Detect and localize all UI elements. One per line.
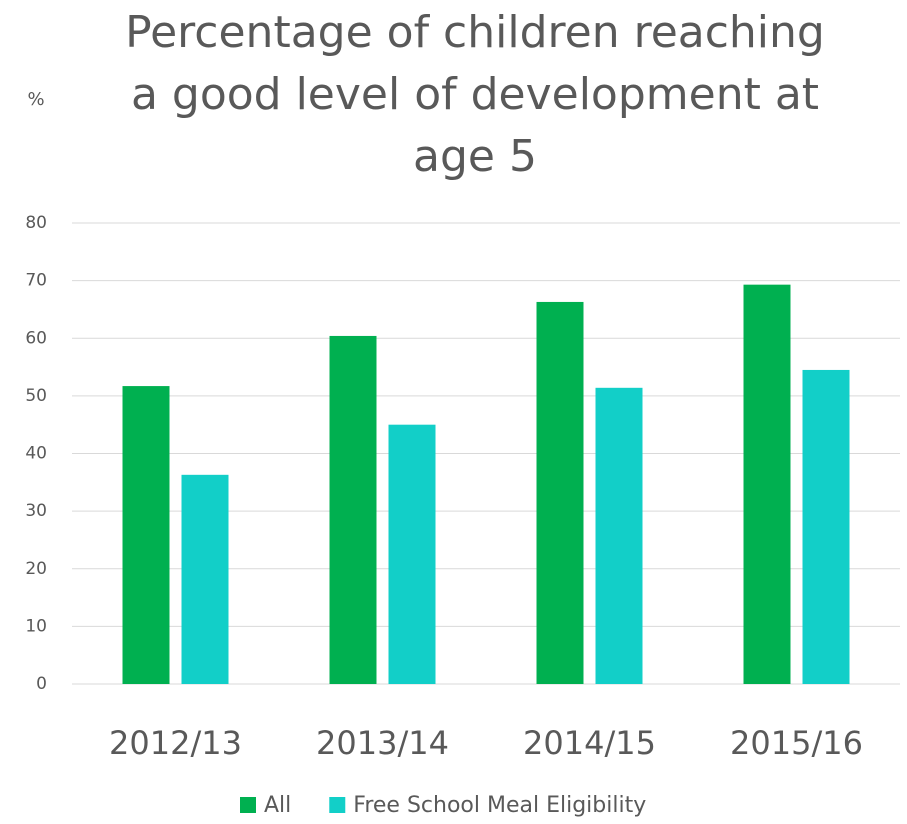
y-tick-label: 0 [36, 674, 47, 694]
bar [181, 474, 229, 684]
y-tick-label: 10 [25, 616, 47, 636]
x-tick-label: 2015/16 [730, 724, 863, 762]
bar [743, 284, 791, 684]
x-tick-label: 2013/14 [316, 724, 449, 762]
y-tick-label: 40 [25, 444, 47, 464]
y-tick-label: 70 [25, 271, 47, 291]
y-tick-label: 30 [25, 501, 47, 521]
chart-title: Percentage of children reaching a good l… [125, 7, 825, 182]
x-tick-label: 2012/13 [109, 724, 242, 762]
bar [388, 424, 436, 684]
y-axis-label: % [27, 89, 44, 110]
y-tick-label: 20 [25, 559, 47, 579]
legend-swatch [329, 797, 346, 813]
bar [802, 369, 850, 684]
bar [536, 301, 584, 684]
legend-label: Free School Meal Eligibility [353, 793, 646, 818]
y-tick-label: 50 [25, 386, 47, 406]
bar [595, 387, 643, 684]
legend-label: All [264, 793, 291, 818]
bar [122, 386, 170, 684]
y-tick-label: 60 [25, 328, 47, 348]
bar [329, 335, 377, 684]
x-tick-label: 2014/15 [523, 724, 656, 762]
legend-swatch [240, 797, 256, 813]
y-tick-label: 80 [25, 213, 47, 233]
